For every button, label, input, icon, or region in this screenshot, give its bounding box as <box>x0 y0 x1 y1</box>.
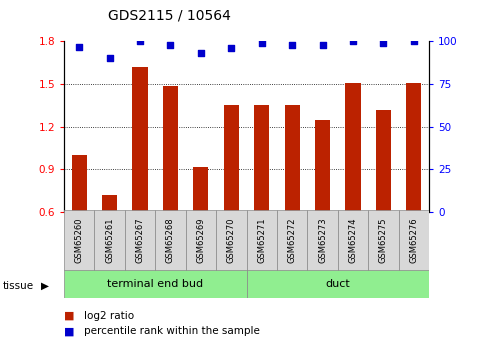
Point <box>410 39 418 44</box>
Bar <box>125 210 155 271</box>
Bar <box>398 210 429 271</box>
Text: GDS2115 / 10564: GDS2115 / 10564 <box>108 9 231 23</box>
Text: GSM65268: GSM65268 <box>166 218 175 264</box>
Bar <box>133 67 148 212</box>
Point <box>106 56 113 61</box>
Text: GSM65272: GSM65272 <box>287 218 297 263</box>
Bar <box>315 120 330 212</box>
Text: GSM65270: GSM65270 <box>227 218 236 263</box>
Text: log2 ratio: log2 ratio <box>84 311 134 321</box>
Bar <box>186 210 216 271</box>
Text: terminal end bud: terminal end bud <box>107 279 203 289</box>
Bar <box>95 210 125 271</box>
Point <box>136 39 144 44</box>
Text: GSM65260: GSM65260 <box>75 218 84 263</box>
Text: GSM65273: GSM65273 <box>318 218 327 264</box>
Bar <box>277 210 307 271</box>
Bar <box>246 210 277 271</box>
Bar <box>155 210 186 271</box>
Bar <box>102 195 117 212</box>
Point <box>349 39 357 44</box>
Text: ■: ■ <box>64 311 74 321</box>
Bar <box>254 106 269 212</box>
Point <box>197 51 205 56</box>
Text: ■: ■ <box>64 326 74 336</box>
Point <box>167 42 175 48</box>
Bar <box>246 270 429 298</box>
Bar <box>345 83 360 212</box>
Point <box>380 40 387 46</box>
Bar <box>338 210 368 271</box>
Bar <box>368 210 398 271</box>
Text: GSM65269: GSM65269 <box>196 218 206 263</box>
Bar <box>163 86 178 212</box>
Point <box>75 44 83 49</box>
Text: percentile rank within the sample: percentile rank within the sample <box>84 326 260 336</box>
Point <box>258 40 266 46</box>
Text: GSM65274: GSM65274 <box>349 218 357 263</box>
Text: tissue: tissue <box>2 281 34 290</box>
Text: GSM65275: GSM65275 <box>379 218 388 263</box>
Point <box>227 46 235 51</box>
Bar <box>307 210 338 271</box>
Text: GSM65261: GSM65261 <box>105 218 114 263</box>
Bar <box>71 155 87 212</box>
Bar <box>224 106 239 212</box>
Bar <box>216 210 246 271</box>
Text: duct: duct <box>325 279 350 289</box>
Bar <box>193 167 209 212</box>
Text: GSM65276: GSM65276 <box>409 218 418 264</box>
Bar <box>406 83 422 212</box>
Text: GSM65267: GSM65267 <box>136 218 144 264</box>
Text: ▶: ▶ <box>41 281 49 290</box>
Bar <box>284 106 300 212</box>
Point <box>288 42 296 48</box>
Bar <box>64 210 95 271</box>
Text: GSM65271: GSM65271 <box>257 218 266 263</box>
Point <box>318 42 326 48</box>
Bar <box>376 110 391 212</box>
Bar <box>64 270 246 298</box>
